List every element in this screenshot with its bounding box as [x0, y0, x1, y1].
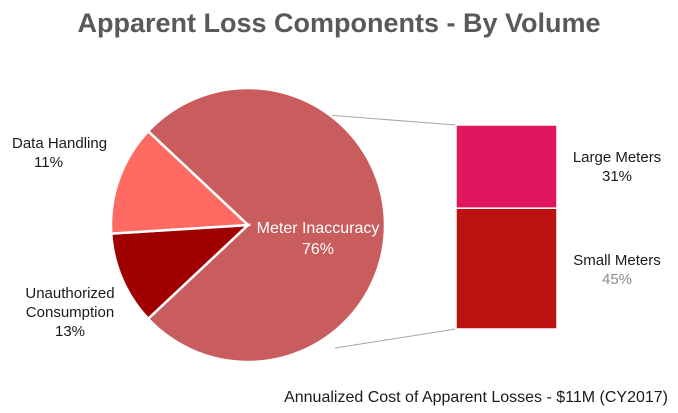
bar-name-large-meters: Large Meters	[572, 149, 662, 166]
pie-slice-data-handling	[109, 223, 252, 321]
connector-line-top	[326, 114, 457, 126]
footnote: Annualized Cost of Apparent Losses - $11…	[284, 389, 668, 406]
chart-title: Apparent Loss Components - By Volume	[77, 8, 601, 38]
pie-slice-meter-inaccuracy	[146, 86, 387, 364]
bar-label-large-meters: Large Meters 31%	[562, 148, 672, 186]
stacked-bar-group	[455, 124, 558, 330]
slice-name-unauthorized: Unauthorized Consumption	[25, 285, 115, 321]
slice-name-meter-inaccuracy: Meter Inaccuracy	[256, 220, 380, 237]
slice-label-unauthorized: Unauthorized Consumption 13%	[16, 284, 124, 341]
slice-label-data-handling: Data Handling 11%	[12, 134, 107, 172]
slice-value-unauthorized: 13%	[54, 323, 86, 340]
slice-value-data-handling: 11%	[34, 154, 63, 171]
connector-line-bottom	[334, 328, 457, 349]
bar-value-large-meters: 31%	[601, 168, 633, 185]
bar-segment-small-meters	[455, 207, 558, 330]
slice-label-meter-inaccuracy: Meter Inaccuracy 76%	[246, 218, 390, 260]
bar-value-small-meters: 45%	[601, 271, 633, 288]
bar-segment-large-meters	[455, 124, 558, 209]
pie-group	[109, 86, 387, 364]
slice-name-data-handling: Data Handling	[12, 135, 108, 152]
bar-name-small-meters: Small Meters	[573, 252, 661, 269]
pie-slice-unauthorized-consumption	[109, 129, 251, 235]
slice-value-meter-inaccuracy: 76%	[301, 241, 335, 258]
bar-label-small-meters: Small Meters 45%	[562, 251, 672, 289]
